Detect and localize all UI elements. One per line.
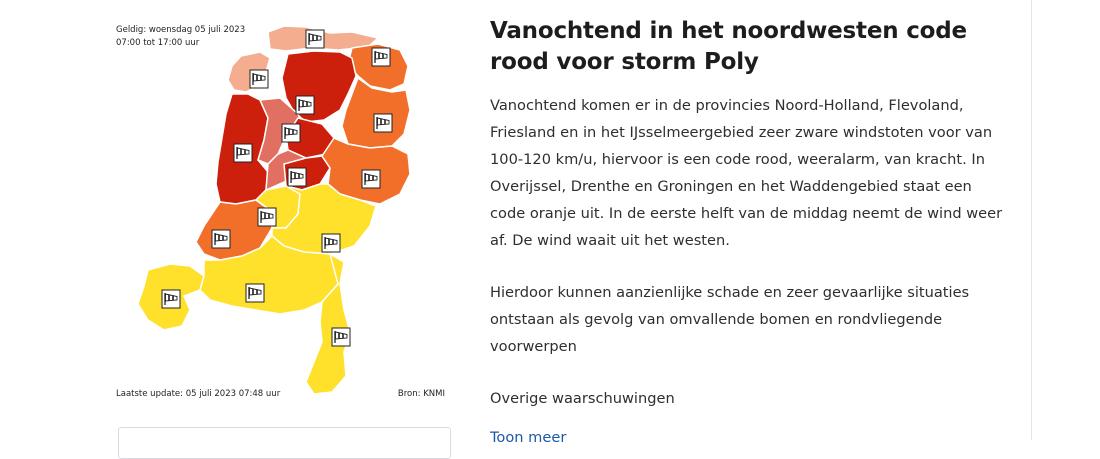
windsock-icon [361,169,381,189]
windsock-icon [211,229,231,249]
windsock-icon [161,289,181,309]
windsock-icon [287,167,307,187]
netherlands-warning-map [137,25,411,395]
other-warnings-heading: Overige waarschuwingen [490,390,675,407]
windsock-icon [373,113,393,133]
windsock-icon [295,95,315,115]
region-gelderland[interactable] [271,183,377,255]
article-paragraph-1: Vanochtend komen er in de provincies Noo… [490,97,1003,249]
validity-time: 07:00 tot 17:00 uur [116,38,200,48]
last-update-label: Laatste update: 05 juli 2023 07:48 uur [116,389,281,399]
windsock-icon [371,47,391,67]
windsock-icon [245,283,265,303]
article-title: Vanochtend in het noordwesten code rood … [490,18,967,75]
windsock-icon [305,29,325,49]
validity-label: Geldig: woensdag 05 juli 2023 07:00 tot … [116,24,245,50]
info-card [118,427,451,459]
region-limburg[interactable] [305,252,351,395]
warning-map-panel: Geldig: woensdag 05 juli 2023 07:00 tot … [108,14,453,406]
show-more-link[interactable]: Toon meer [490,429,567,446]
source-label: Bron: KNMI [397,389,445,399]
windsock-icon [257,207,277,227]
windsock-icon [331,327,351,347]
windsock-icon [233,143,253,163]
validity-date: Geldig: woensdag 05 juli 2023 [116,25,246,35]
windsock-icon [249,69,269,89]
region-drenthe[interactable] [341,76,411,149]
windsock-icon [281,123,301,143]
article-paragraph-2: Hierdoor kunnen aanzienlijke schade en z… [490,284,970,355]
warning-article: Vanochtend in het noordwesten code rood … [490,0,1010,446]
content-divider [1031,0,1032,440]
windsock-icon [321,233,341,253]
